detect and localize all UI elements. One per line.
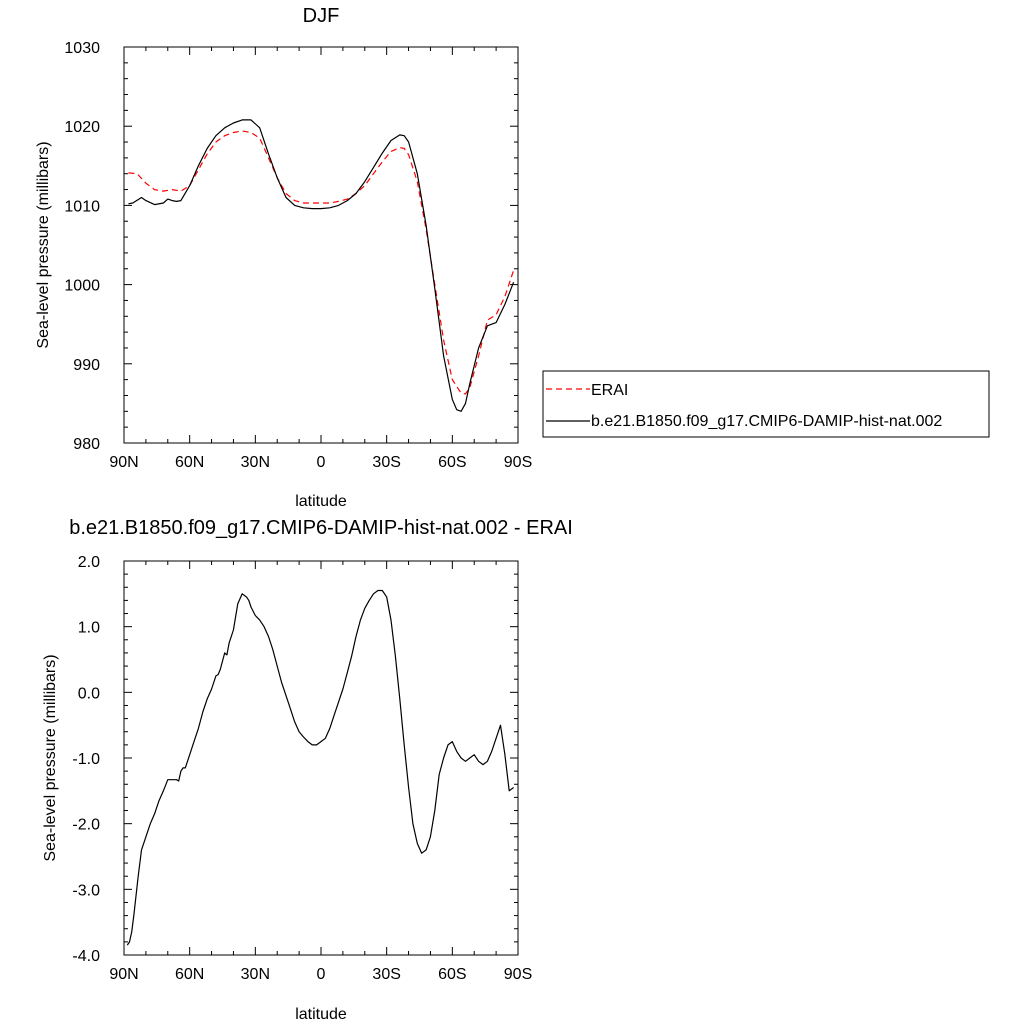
bottom-chart-title: b.e21.B1850.f09_g17.CMIP6-DAMIP-hist-nat… <box>69 517 573 539</box>
legend-box <box>542 370 990 438</box>
top-ytick-label: 990 <box>73 357 100 374</box>
top-xtick-label: 60N <box>175 454 204 471</box>
top-series-line-1 <box>128 119 515 412</box>
bottom-ytick-label: -4.0 <box>72 948 100 965</box>
top-xtick-label: 90N <box>109 454 138 471</box>
top-chart-title: DJF <box>303 5 340 27</box>
bottom-ytick-label: -2.0 <box>72 817 100 834</box>
top-ytick-label: 1020 <box>64 119 100 136</box>
bottom-panel: b.e21.B1850.f09_g17.CMIP6-DAMIP-hist-nat… <box>42 517 573 1023</box>
bottom-series-lines <box>126 589 514 946</box>
top-y-axis-label: Sea-level pressure (millibars) <box>35 141 52 348</box>
bottom-ytick-label: 2.0 <box>78 554 100 571</box>
top-series-line-0 <box>128 130 515 395</box>
bottom-xtick-label: 60N <box>175 966 204 983</box>
bottom-xtick-label: 30N <box>241 966 270 983</box>
top-xtick-label: 60S <box>438 454 466 471</box>
top-ytick-label: 1000 <box>64 278 100 295</box>
top-xtick-label: 0 <box>317 454 326 471</box>
top-xtick-label: 30N <box>241 454 270 471</box>
bottom-ytick-label: -1.0 <box>72 751 100 768</box>
top-x-axis-label: latitude <box>295 493 347 510</box>
top-axis-ticks: 90N 60N 30N 0 30S 60S 90S 980 990 1000 1010 1020 103… <box>64 40 532 471</box>
top-panel: DJF latitude Sea-level pressure (milliba… <box>35 5 990 510</box>
bottom-ytick-label: 1.0 <box>78 620 100 637</box>
top-xtick-label: 90S <box>504 454 532 471</box>
bottom-xtick-label: 60S <box>438 966 466 983</box>
bottom-plot-frame <box>123 560 519 956</box>
top-ytick-label: 1030 <box>64 40 100 57</box>
bottom-ytick-label: -3.0 <box>72 882 100 899</box>
bottom-xtick-label: 90S <box>504 966 532 983</box>
bottom-x-axis-label: latitude <box>295 1006 347 1023</box>
bottom-xtick-label: 30S <box>372 966 400 983</box>
bottom-xtick-label: 90N <box>109 966 138 983</box>
bottom-xtick-label: 0 <box>317 966 326 983</box>
top-ytick-label: 1010 <box>64 198 100 215</box>
top-ytick-label: 980 <box>73 436 100 453</box>
bottom-axis-ticks: 90N 60N 30N 0 30S 60S 90S -4.0 -3.0 -2.0 -1.0 0.0 1.… <box>72 554 532 983</box>
bottom-ytick-label: 0.0 <box>78 685 100 702</box>
legend-label-erai: ERAI <box>591 382 628 399</box>
legend: ERAI b.e21.B1850.f09_g17.CMIP6-DAMIP-his… <box>542 370 990 438</box>
top-xtick-label: 30S <box>372 454 400 471</box>
legend-label-model: b.e21.B1850.f09_g17.CMIP6-DAMIP-hist-nat… <box>591 413 942 430</box>
bottom-y-axis-label: Sea-level pressure (millibars) <box>42 654 59 861</box>
top-plot-frame <box>123 46 519 444</box>
top-series-lines <box>128 119 515 412</box>
bottom-series-line-0 <box>126 589 514 946</box>
